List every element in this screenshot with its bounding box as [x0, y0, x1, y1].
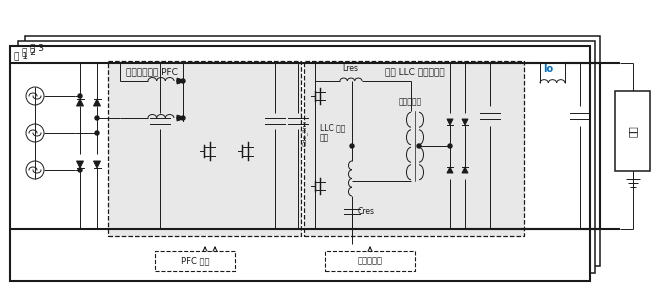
Circle shape	[417, 144, 421, 148]
Bar	[10, 46, 590, 281]
Text: 单向 LLC 全桥转换器: 单向 LLC 全桥转换器	[385, 67, 445, 76]
Polygon shape	[94, 161, 100, 168]
Polygon shape	[447, 167, 453, 173]
Polygon shape	[177, 115, 183, 121]
Text: Lres: Lres	[342, 64, 358, 73]
Polygon shape	[76, 161, 84, 168]
Circle shape	[78, 168, 82, 172]
Bar	[18, 41, 595, 273]
Circle shape	[78, 94, 82, 98]
Bar	[615, 91, 650, 171]
Text: Io: Io	[543, 64, 553, 74]
Text: Cdc_link: Cdc_link	[302, 120, 308, 146]
Bar	[108, 61, 301, 236]
Circle shape	[177, 116, 181, 120]
Circle shape	[181, 79, 185, 83]
Bar	[304, 61, 524, 236]
Text: PFC 控制: PFC 控制	[181, 256, 209, 265]
Text: 相 2: 相 2	[22, 47, 36, 56]
Text: Cres: Cres	[358, 207, 375, 216]
Polygon shape	[462, 167, 468, 173]
Circle shape	[177, 79, 181, 83]
Circle shape	[350, 144, 354, 148]
Text: 初级侧门控: 初级侧门控	[358, 256, 383, 265]
Text: LLC 储能
电路: LLC 储能 电路	[320, 123, 345, 143]
Text: 电池: 电池	[628, 125, 637, 137]
Polygon shape	[94, 99, 100, 106]
Text: 隔离变压器: 隔离变压器	[399, 97, 421, 106]
Polygon shape	[462, 119, 468, 125]
Polygon shape	[177, 78, 183, 84]
Circle shape	[95, 116, 99, 120]
Bar	[155, 251, 235, 271]
Polygon shape	[76, 99, 84, 106]
Circle shape	[95, 131, 99, 135]
Circle shape	[448, 144, 452, 148]
Bar	[325, 251, 415, 271]
Bar	[25, 36, 600, 266]
Text: 相 1: 相 1	[14, 51, 28, 60]
Text: 相 3: 相 3	[30, 43, 44, 52]
Text: 传统的交错式 PFC: 传统的交错式 PFC	[126, 67, 178, 76]
Polygon shape	[447, 119, 453, 125]
Circle shape	[181, 116, 185, 120]
